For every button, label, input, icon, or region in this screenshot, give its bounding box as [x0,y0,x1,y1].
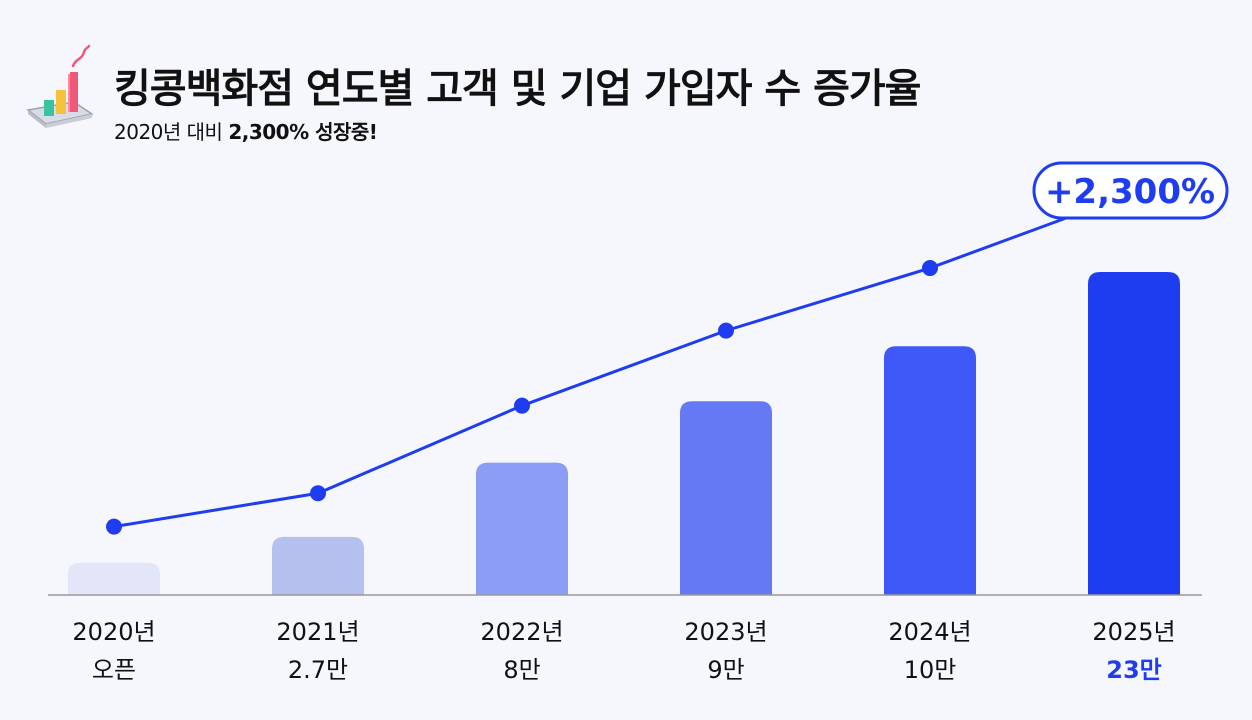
x-tick-label-0: 2020년 [72,618,155,646]
trend-point-0 [106,518,122,535]
growth-annotation-text: +2,300% [1045,172,1215,212]
growth-annotation: +2,300% [1032,161,1229,220]
bar-3 [680,401,772,595]
x-tick-label-4: 2024년 [888,618,971,646]
value-label-2: 8만 [503,656,540,684]
trend-line [113,191,1135,529]
trend-points-group [106,185,1142,535]
bar-0 [68,562,160,595]
bar-2 [476,462,568,595]
bar-1 [272,536,364,595]
value-label-1: 2.7만 [288,656,348,684]
trend-point-2 [514,397,530,414]
subtitle-prefix: 2020년 대비 [114,120,229,144]
trend-point-1 [310,485,326,502]
bar-chart-growth-icon [26,44,94,128]
trend-point-3 [718,322,734,339]
bars-group [68,272,1180,595]
value-label-3: 9만 [707,656,744,684]
trend-point-4 [922,260,938,277]
x-tick-label-3: 2023년 [684,618,767,646]
page-title: 킹콩백화점 연도별 고객 및 기업 가입자 수 증가율 [114,66,921,112]
bar-5 [1088,272,1180,595]
chart-header: 킹콩백화점 연도별 고객 및 기업 가입자 수 증가율 2020년 대비 2,3… [26,40,1026,150]
x-tick-label-5: 2025년 [1092,618,1175,646]
x-tick-label-2: 2022년 [480,618,563,646]
x-tick-label-1: 2021년 [276,618,359,646]
value-label-4: 10만 [904,656,957,684]
value-label-5: 23만 [1106,656,1161,684]
subtitle: 2020년 대비 2,300% 성장중! [114,116,378,145]
value-label-0: 오픈 [92,656,136,684]
bar-4 [884,346,976,595]
subtitle-highlight: 2,300% 성장중! [228,120,378,144]
